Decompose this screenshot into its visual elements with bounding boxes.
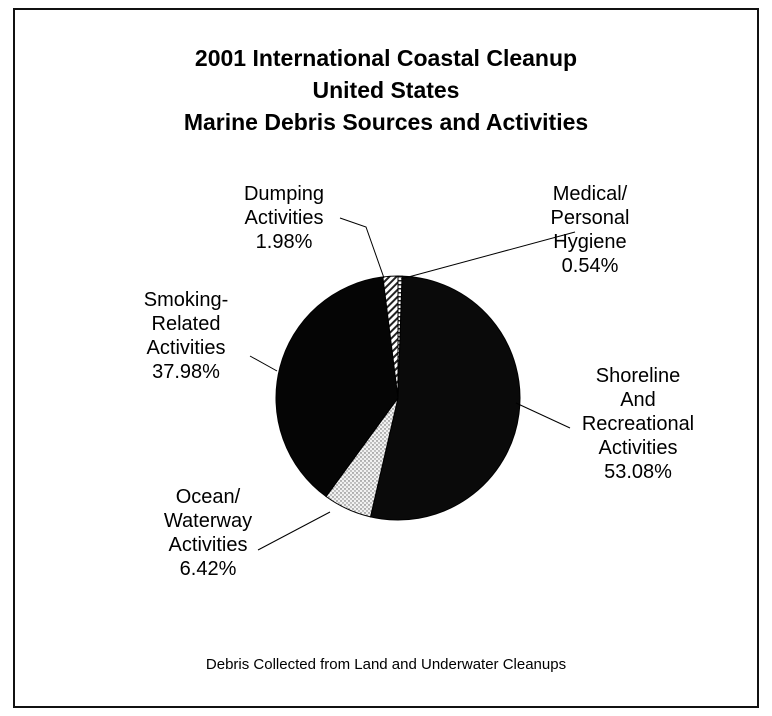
slice-value-label: 0.54% <box>562 255 619 277</box>
slice-name-label: Activities <box>147 337 226 359</box>
slice-name-label: Shoreline <box>596 365 681 387</box>
slice-labels: Medical/Personal Hygiene 0.54% Shoreline And… <box>144 183 694 580</box>
leader-lines <box>249 217 576 551</box>
leader-line <box>400 231 576 280</box>
slice-label: Medical/Personal Hygiene 0.54% <box>551 183 630 277</box>
leader-line <box>515 402 571 429</box>
slice-value-label: 1.98% <box>256 231 313 253</box>
slice-value-label: 6.42% <box>180 558 237 580</box>
slice-name-label: Activities <box>169 534 248 556</box>
slice-label: Shoreline And Recreational Activities 53.08% <box>582 365 694 483</box>
pie-slice <box>382 275 399 399</box>
slice-name-label: Activities <box>599 437 678 459</box>
slice-name-label: Personal <box>551 207 630 229</box>
slice-name-label: Ocean/ <box>176 486 241 508</box>
leader-line <box>339 217 385 279</box>
slice-name-label: Recreational <box>582 413 694 435</box>
slice-value-label: 53.08% <box>604 461 672 483</box>
pie-slice <box>369 275 521 521</box>
slice-name-label: Hygiene <box>553 231 626 253</box>
slice-name-label: Waterway <box>164 510 252 532</box>
pie-slices <box>275 275 521 521</box>
chart-title-line-1: 2001 International Coastal Cleanup <box>194 45 578 71</box>
slice-label: Dumping Activities 1.98% <box>244 183 324 253</box>
slice-name-label: And <box>620 389 656 411</box>
slice-name-label: Medical/ <box>553 183 628 205</box>
pie-slice <box>275 276 399 498</box>
slice-name-label: Related <box>152 313 221 335</box>
chart-title-line-3: Marine Debris Sources and Activities <box>183 109 589 135</box>
leader-line <box>249 355 278 372</box>
chart-title: 2001 International Coastal Cleanup Unite… <box>0 42 772 138</box>
slice-name-label: Activities <box>245 207 324 229</box>
chart-caption: Debris Collected from Land and Underwate… <box>205 656 567 673</box>
slice-label: Smoking-Related Activities 37.98% <box>144 289 228 383</box>
slice-name-label: Smoking- <box>144 289 228 311</box>
slice-label: Ocean/Waterway Activities 6.42% <box>164 486 252 580</box>
slice-name-label: Dumping <box>244 183 324 205</box>
chart-title-line-2: United States <box>312 77 460 103</box>
slice-value-label: 37.98% <box>152 361 220 383</box>
leader-line <box>257 511 331 551</box>
